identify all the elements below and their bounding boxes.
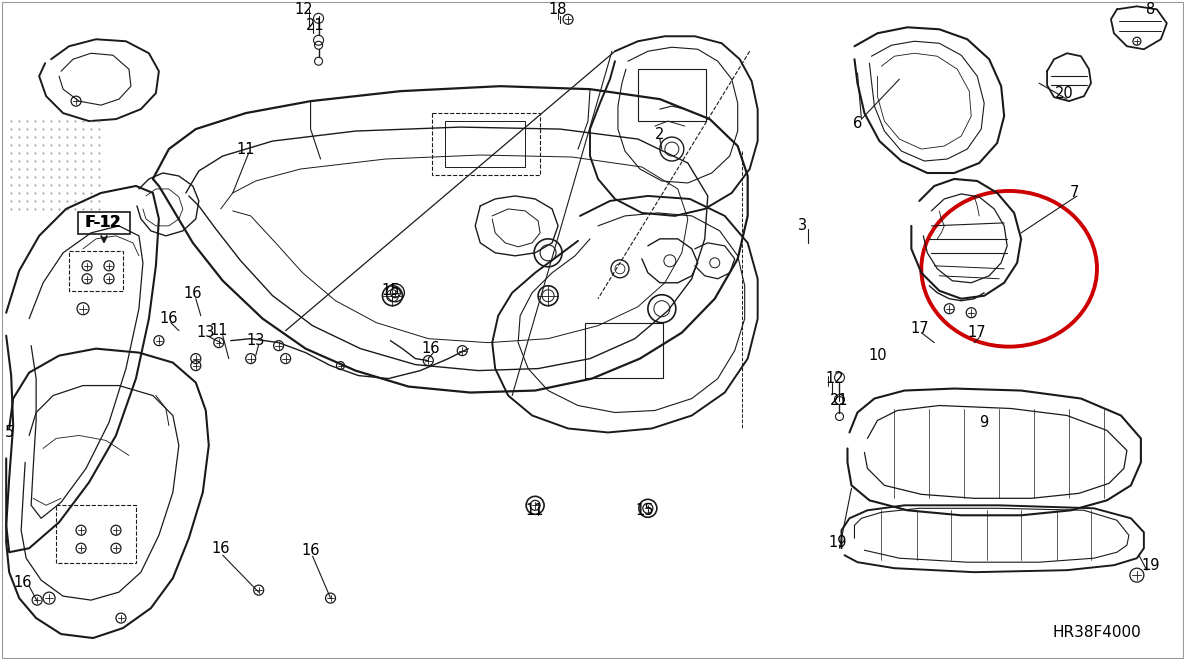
Text: 11: 11 [210,323,228,338]
Bar [56,505,136,563]
Text: 13: 13 [246,333,265,348]
Text: HR38F4000: HR38F4000 [1052,625,1141,639]
Text: 5: 5 [5,425,14,440]
Bar [433,113,540,175]
Text: 11: 11 [526,503,544,518]
Text: 16: 16 [160,311,178,326]
Bar [69,251,123,291]
Text: 12: 12 [294,2,313,17]
Text: 15: 15 [382,283,399,299]
Text: 20: 20 [1055,86,1074,101]
Text: 13: 13 [197,325,214,340]
Text: 11: 11 [237,142,255,157]
Text: 17: 17 [910,321,929,336]
Text: 19: 19 [828,534,847,550]
Text: 8: 8 [1146,2,1155,17]
Text: 7: 7 [1069,185,1078,200]
Text: 9: 9 [980,415,988,430]
Text: 16: 16 [301,543,320,558]
Text: 2: 2 [655,127,665,142]
Text: 21: 21 [306,18,325,33]
Text: 10: 10 [869,348,886,363]
Text: 16: 16 [14,575,32,590]
Text: 16: 16 [421,341,440,356]
Text: 18: 18 [549,2,568,17]
Text: F-12: F-12 [87,215,122,231]
Text: 12: 12 [825,371,844,386]
Text: 3: 3 [798,218,807,233]
FancyBboxPatch shape [78,212,130,234]
Text: 16: 16 [211,541,230,556]
Text: 17: 17 [968,325,987,340]
Text: 15: 15 [635,503,654,518]
Text: 19: 19 [1141,558,1160,573]
Bar [585,323,662,378]
Text: 21: 21 [831,393,848,408]
Bar [638,69,706,121]
Text: 6: 6 [853,115,861,130]
Text: F-12: F-12 [85,215,121,231]
Text: 16: 16 [184,286,203,301]
Bar [446,121,525,167]
